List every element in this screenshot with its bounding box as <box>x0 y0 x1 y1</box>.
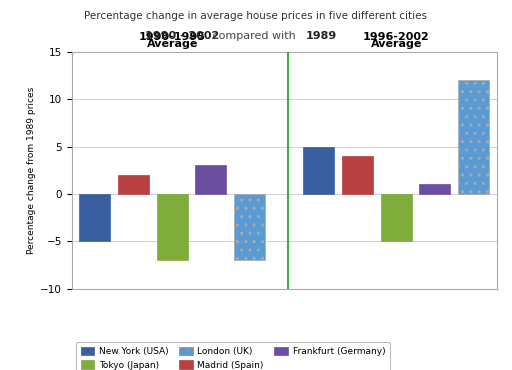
Y-axis label: Percentage change from 1989 prices: Percentage change from 1989 prices <box>27 87 36 254</box>
Bar <box>304 147 334 194</box>
Text: .: . <box>330 31 334 41</box>
Bar <box>118 175 149 194</box>
Text: 1996-2002: 1996-2002 <box>363 32 430 42</box>
Text: compared with: compared with <box>209 31 300 41</box>
Text: 1989: 1989 <box>306 31 337 41</box>
Legend: New York (USA), Tokyo (Japan), London (UK), Madrid (Spain), Frankfurt (Germany): New York (USA), Tokyo (Japan), London (U… <box>76 342 390 370</box>
Bar <box>419 184 450 194</box>
Bar <box>79 194 110 241</box>
Bar <box>234 194 265 260</box>
Text: Percentage change in average house prices in five different cities: Percentage change in average house price… <box>84 11 428 21</box>
Bar <box>157 194 187 260</box>
Text: Average: Average <box>146 40 198 50</box>
Bar <box>195 165 226 194</box>
Text: 1990 - 2002: 1990 - 2002 <box>144 31 219 41</box>
Bar <box>381 194 412 241</box>
Bar <box>342 156 373 194</box>
Text: Average: Average <box>371 40 422 50</box>
Text: 1990-1995: 1990-1995 <box>139 32 205 42</box>
Bar <box>458 80 489 194</box>
